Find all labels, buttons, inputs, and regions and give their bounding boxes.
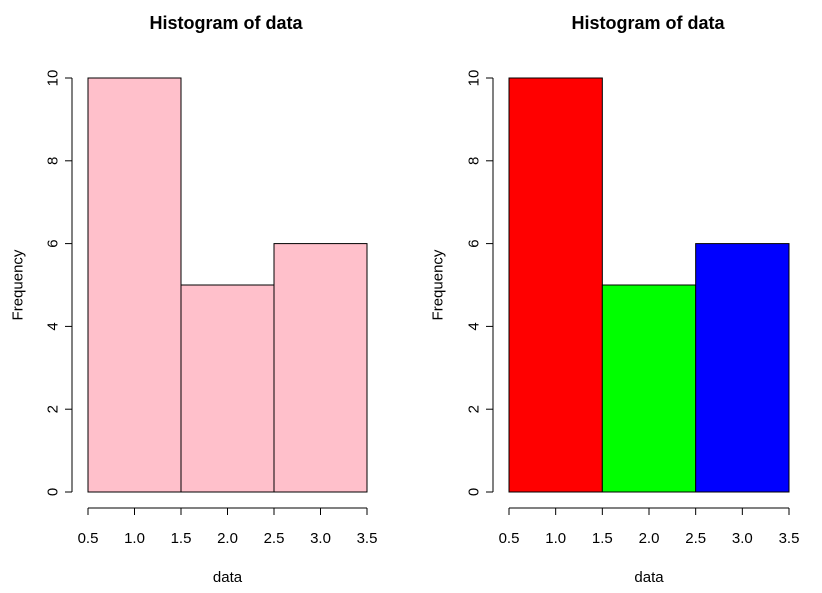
x-tick-label: 3.0 <box>310 530 331 547</box>
x-axis-title: data <box>634 569 664 586</box>
x-tick-label: 1.5 <box>592 530 613 547</box>
y-axis-title: Frequency <box>430 249 447 320</box>
histogram-bar-2 <box>180 284 275 493</box>
y-tick-label: 8 <box>466 157 483 165</box>
x-tick-label: 3.5 <box>779 530 800 547</box>
histogram-bar-1 <box>508 77 603 493</box>
histogram-bar-3 <box>273 243 368 493</box>
x-tick-label: 1.5 <box>171 530 192 547</box>
x-tick-label: 1.0 <box>124 530 145 547</box>
y-tick-label: 6 <box>466 239 483 247</box>
x-tick-label: 1.0 <box>545 530 566 547</box>
y-tick-label: 8 <box>45 157 62 165</box>
x-tick-label: 2.0 <box>217 530 238 547</box>
histogram-bar-1 <box>87 77 182 493</box>
x-tick-label: 2.0 <box>639 530 660 547</box>
y-tick-label: 6 <box>45 239 62 247</box>
y-axis-title: Frequency <box>10 249 27 320</box>
y-tick-label: 4 <box>45 322 62 330</box>
y-tick-label: 2 <box>45 405 62 413</box>
x-tick-label: 3.0 <box>732 530 753 547</box>
x-tick-label: 2.5 <box>264 530 285 547</box>
y-tick-label: 2 <box>466 405 483 413</box>
x-axis-title: data <box>213 569 243 586</box>
x-tick-label: 0.5 <box>78 530 99 547</box>
x-tick-label: 3.5 <box>357 530 378 547</box>
y-tick-label: 4 <box>466 322 483 330</box>
y-tick-label: 10 <box>466 70 483 87</box>
y-tick-label: 0 <box>45 488 62 496</box>
x-tick-label: 0.5 <box>499 530 520 547</box>
y-tick-label: 10 <box>45 70 62 87</box>
histogram-panel-left: Histogram of data 0 2 4 6 8 10 0.5 1.0 1.5 2.0 2.5 3… <box>10 13 378 586</box>
histogram-bar-2 <box>601 284 697 493</box>
chart-title: Histogram of data <box>571 13 725 33</box>
histogram-bar-3 <box>695 243 790 493</box>
y-tick-label: 0 <box>466 488 483 496</box>
x-tick-label: 2.5 <box>685 530 706 547</box>
histogram-panel-right: Histogram of data 0 2 4 6 8 10 0.5 1.0 1.5 2.0 2.5 3… <box>430 13 800 586</box>
chart-title: Histogram of data <box>149 13 303 33</box>
